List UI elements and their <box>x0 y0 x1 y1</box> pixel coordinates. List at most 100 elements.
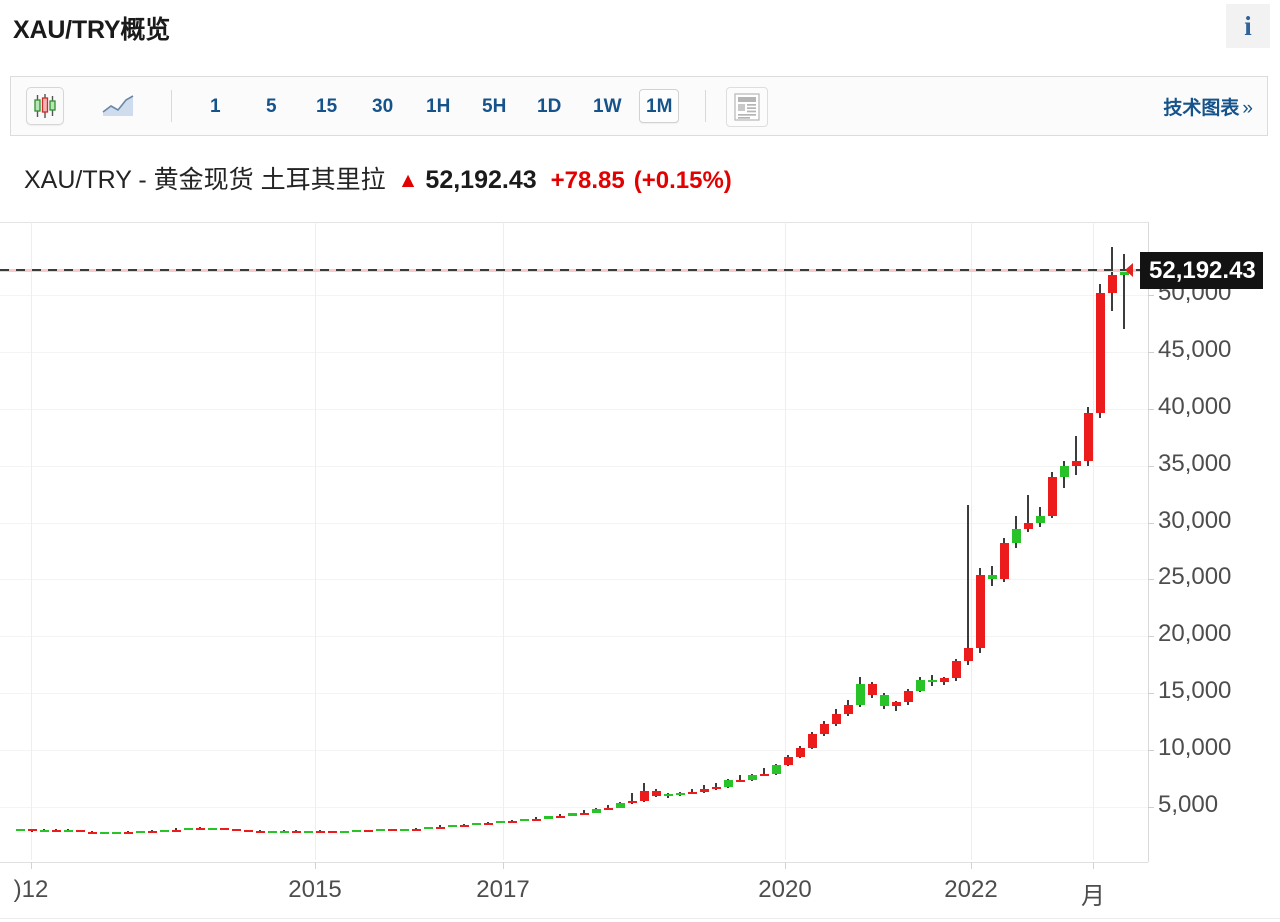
candle-body <box>724 780 733 787</box>
news-panel-icon[interactable] <box>726 87 768 127</box>
candle-wick <box>607 805 609 810</box>
last-price-dashed-line <box>0 269 1148 272</box>
candle-body <box>748 774 757 780</box>
candle-body <box>220 828 229 831</box>
candle-wick <box>631 793 633 804</box>
candle-wick <box>535 817 537 820</box>
y-tick-mark <box>1148 295 1154 296</box>
y-axis: 5,000 10,000 15,000 20,000 25,000 30,000 35,00… <box>1125 222 1280 862</box>
last-price-tag-label: 52,192.43 <box>1149 256 1256 284</box>
candle-body <box>472 822 481 825</box>
candle-body <box>664 794 673 797</box>
candle-body <box>1108 274 1117 293</box>
candle-body <box>556 815 565 818</box>
candlestick-icon[interactable] <box>26 87 64 125</box>
y-tick-mark <box>1148 465 1154 467</box>
page-title: XAU/TRY概览 <box>13 16 171 44</box>
y-tick-mark <box>1148 807 1154 808</box>
x-tick-mark <box>503 862 504 869</box>
candle-body <box>508 820 517 823</box>
candle-wick <box>463 823 465 826</box>
candle-body <box>952 661 961 679</box>
candle-body <box>244 830 253 833</box>
candle-body <box>688 792 697 795</box>
candle-body <box>760 774 769 776</box>
candle-body <box>280 830 289 833</box>
candle-wick <box>151 830 153 832</box>
toolbar-divider-1 <box>171 90 172 122</box>
candle-body <box>808 734 817 748</box>
price-change: +78.85 <box>550 167 625 194</box>
x-tick-mark <box>1093 862 1094 869</box>
x-tick-mark <box>971 862 972 869</box>
y-tick-mark <box>1148 636 1154 638</box>
candle-wick <box>1123 254 1125 330</box>
candle-body <box>196 827 205 830</box>
y-tick-mark <box>1148 522 1154 524</box>
price-chart[interactable]: 英为财情 Investing.com 5,000 10,000 15,000 20,0… <box>0 222 1280 922</box>
timeframe-1[interactable]: 1 <box>210 96 221 117</box>
price-change-percent: (+0.15%) <box>633 167 732 194</box>
candle-wick <box>1075 436 1077 475</box>
y-tick-mark <box>1148 579 1154 581</box>
candle-body <box>88 832 97 835</box>
candle-body <box>592 808 601 813</box>
candle-body <box>136 831 145 834</box>
candle-body <box>316 830 325 833</box>
timeframe-1d[interactable]: 1D <box>537 96 562 117</box>
candle-body <box>40 829 49 832</box>
candle-body <box>964 647 973 662</box>
candle-wick <box>487 821 489 824</box>
y-tick-mark <box>1148 408 1154 410</box>
gridline-horizontal <box>0 636 1148 638</box>
candle-wick <box>511 819 513 822</box>
candle-body <box>1024 522 1033 530</box>
chart-plot-area[interactable]: 英为财情 Investing.com <box>0 222 1148 862</box>
candle-body <box>448 825 457 828</box>
candle-body <box>544 816 553 819</box>
timeframe-1h[interactable]: 1H <box>426 96 451 117</box>
candle-body <box>412 828 421 831</box>
x-tick-mark <box>315 862 316 869</box>
candle-wick <box>175 828 177 831</box>
y-tick-label: 15,000 <box>1158 677 1232 705</box>
timeframe-1w[interactable]: 1W <box>593 96 622 117</box>
candle-wick <box>895 701 897 712</box>
x-axis: )12 2015 2017 2020 2022 月 <box>0 862 1280 922</box>
timeframe-1m[interactable]: 1M <box>639 89 680 123</box>
candle-wick <box>763 768 765 777</box>
toolbar-divider-2 <box>705 90 706 122</box>
candle-body <box>496 821 505 824</box>
candle-wick <box>967 505 969 665</box>
plot-top-rule <box>0 222 1148 223</box>
candle-wick <box>415 827 417 829</box>
x-tick-label: 2022 <box>944 876 998 903</box>
gridline-vertical <box>503 222 504 860</box>
candle-body <box>796 747 805 757</box>
page-header: XAU/TRY概览 i <box>0 0 1280 60</box>
timeframe-15[interactable]: 15 <box>316 96 338 117</box>
gridline-vertical <box>785 222 786 860</box>
candle-body <box>736 779 745 782</box>
candle-body <box>1096 292 1105 414</box>
candle-wick <box>715 783 717 790</box>
timeframe-5h[interactable]: 5H <box>482 96 507 117</box>
candle-body <box>184 827 193 830</box>
candle-body <box>28 829 37 832</box>
candle-body <box>1036 515 1045 523</box>
gridline-vertical <box>31 222 32 860</box>
area-chart-icon[interactable] <box>99 87 137 125</box>
timeframe-5[interactable]: 5 <box>266 96 277 117</box>
candle-wick <box>1027 495 1029 532</box>
candle-wick <box>583 810 585 814</box>
candle-body <box>532 818 541 821</box>
gridline-horizontal <box>0 693 1148 695</box>
info-icon[interactable]: i <box>1226 4 1270 48</box>
candle-body <box>208 828 217 831</box>
technical-chart-label: 技术图表 <box>1163 98 1240 119</box>
candle-body <box>1072 461 1081 466</box>
technical-chart-link[interactable]: 技术图表» <box>1163 93 1253 120</box>
candle-body <box>400 828 409 831</box>
candle-body <box>1060 465 1069 478</box>
timeframe-30[interactable]: 30 <box>372 96 394 117</box>
